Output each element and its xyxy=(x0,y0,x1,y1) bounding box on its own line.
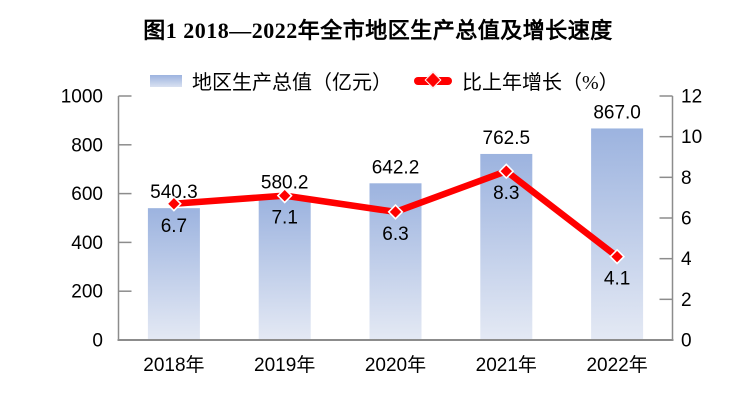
x-axis-label: 2019年 xyxy=(254,354,315,376)
line-marker xyxy=(609,248,626,265)
x-axis-label: 2018年 xyxy=(143,354,204,376)
legend-bar-label: 地区生产总值（亿元） xyxy=(192,72,392,94)
legend: 地区生产总值（亿元） 比上年增长（%） xyxy=(150,66,619,95)
right-axis-tick-label: 0 xyxy=(681,331,692,352)
line-marker xyxy=(165,195,182,212)
right-axis-tick-label: 6 xyxy=(681,209,692,230)
right-axis-tick-label: 4 xyxy=(681,249,692,270)
left-axis-tick-label: 0 xyxy=(92,331,103,352)
line-value-label: 8.3 xyxy=(493,183,519,204)
bar-series-swatch-icon xyxy=(150,74,182,87)
line-value-label: 6.7 xyxy=(161,216,187,237)
line-series-swatch-icon xyxy=(414,71,452,88)
bar-2019年 xyxy=(258,198,311,340)
line-marker xyxy=(276,187,293,204)
left-axis-tick-label: 600 xyxy=(71,184,103,205)
line-value-label: 7.1 xyxy=(271,208,297,229)
legend-item-growth: 比上年增长（%） xyxy=(414,66,619,95)
chart-title: 图1 2018—2022年全市地区生产总值及增长速度 xyxy=(143,18,613,43)
bar-2018年 xyxy=(147,208,200,340)
x-axis-label: 2020年 xyxy=(365,354,426,376)
bar-value-label: 540.3 xyxy=(150,182,198,203)
left-axis-tick-label: 800 xyxy=(71,135,103,156)
bar-value-label: 642.2 xyxy=(372,157,420,178)
legend-item-gdp: 地区生产总值（亿元） xyxy=(150,66,392,95)
right-axis-tick-label: 10 xyxy=(681,127,702,148)
left-axis-tick-label: 400 xyxy=(71,233,103,254)
right-axis-tick-label: 12 xyxy=(681,87,702,108)
x-axis-label: 2021年 xyxy=(476,354,537,376)
bar-value-label: 762.5 xyxy=(483,128,531,149)
line-value-label: 4.1 xyxy=(604,269,630,290)
right-axis-tick-label: 8 xyxy=(681,168,692,189)
right-axis-tick-label: 2 xyxy=(681,290,692,311)
left-axis-tick-label: 200 xyxy=(71,282,103,303)
x-axis-label: 2022年 xyxy=(586,354,647,376)
line-value-label: 6.3 xyxy=(382,224,408,245)
line-marker xyxy=(498,163,515,180)
bar-value-label: 580.2 xyxy=(261,172,309,193)
left-axis-tick-label: 1000 xyxy=(61,87,103,108)
legend-line-label: 比上年增长（%） xyxy=(462,72,619,94)
line-marker xyxy=(387,203,404,220)
bar-value-label: 867.0 xyxy=(593,102,641,123)
bar-2022年 xyxy=(591,128,644,340)
